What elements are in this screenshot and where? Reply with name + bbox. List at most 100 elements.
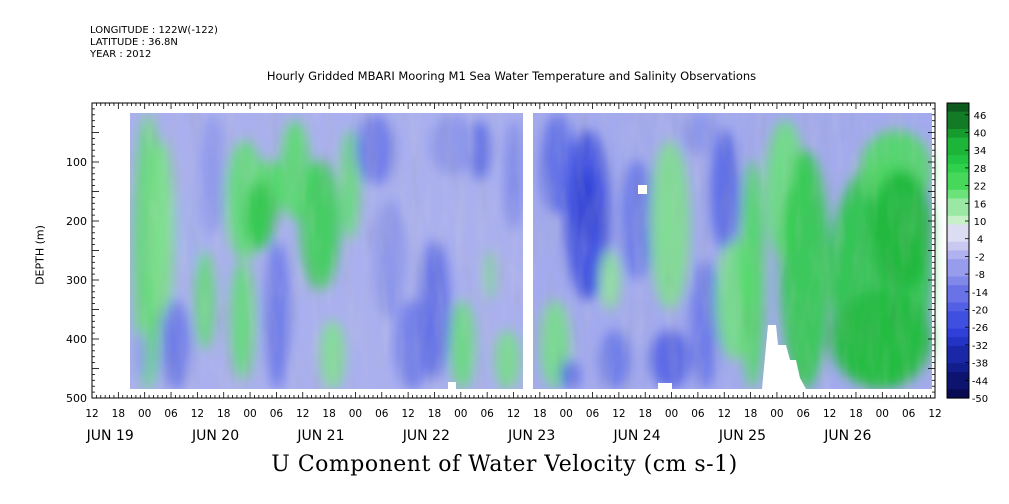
colorbar-label: -26 <box>972 323 988 334</box>
colorbar-label: 46 <box>974 111 987 122</box>
colorbar-label: 4 <box>977 235 983 246</box>
missing-patch <box>448 382 456 389</box>
hour-tick-label: 06 <box>164 408 178 420</box>
colorbar-label: -2 <box>975 252 985 263</box>
y-tick-label: 300 <box>66 274 87 287</box>
missing-patch <box>638 185 647 194</box>
hour-tick-label: 12 <box>401 408 414 420</box>
colorbar-swatch <box>947 129 969 139</box>
colorbar-swatch <box>947 302 969 312</box>
colorbar-label: -32 <box>972 341 988 352</box>
hour-tick-label: 00 <box>349 408 362 420</box>
colorbar-label: 28 <box>974 164 987 175</box>
hour-tick-label: 18 <box>112 408 125 420</box>
hour-tick-label: 00 <box>770 408 783 420</box>
colorbar-swatch <box>947 241 969 252</box>
colorbar-swatch <box>947 163 969 174</box>
colorbar-swatch <box>947 181 969 191</box>
hour-tick-label: 06 <box>586 408 600 420</box>
year-label: YEAR : 2012 <box>90 49 152 60</box>
colorbar-swatch <box>947 363 969 373</box>
y-tick-label: 400 <box>66 333 87 346</box>
hour-tick-label: 00 <box>454 408 467 420</box>
colorbar-swatch <box>947 215 969 226</box>
colorbar-swatch <box>947 259 969 269</box>
hour-tick-label: 18 <box>217 408 230 420</box>
hour-tick-label: 18 <box>322 408 335 420</box>
colorbar-swatch <box>947 371 969 382</box>
x-axis-label: U Component of Water Velocity (cm s-1) <box>271 452 738 477</box>
colorbar-swatch <box>947 233 969 243</box>
date-label: JUN 24 <box>612 428 660 444</box>
y-tick-label: 500 <box>66 392 87 405</box>
hour-tick-label: 06 <box>691 408 705 420</box>
hour-tick-label: 12 <box>823 408 836 420</box>
hour-tick-label: 06 <box>902 408 916 420</box>
date-label: JUN 21 <box>296 428 344 444</box>
missing-patch <box>762 325 806 389</box>
colorbar-swatch <box>947 354 969 364</box>
hour-tick-label: 18 <box>744 408 757 420</box>
hour-tick-label: 12 <box>85 408 98 420</box>
colorbar-label: 10 <box>974 217 987 228</box>
hour-tick-label: 12 <box>191 408 204 420</box>
date-label: JUN 26 <box>823 428 871 444</box>
colorbar-swatch <box>947 328 969 338</box>
colorbar-swatch <box>947 103 969 113</box>
hour-tick-label: 18 <box>428 408 441 420</box>
colorbar-swatch <box>947 293 969 304</box>
texture-1 <box>130 113 523 389</box>
texture-2 <box>533 113 932 389</box>
date-label: JUN 23 <box>507 428 555 444</box>
hour-tick-label: 12 <box>612 408 625 420</box>
date-label: JUN 25 <box>718 428 766 444</box>
y-tick-label: 100 <box>66 156 87 169</box>
heatmap-field <box>92 101 935 401</box>
date-label: JUN 20 <box>191 428 239 444</box>
hour-tick-label: 06 <box>797 408 811 420</box>
colorbar-label: 16 <box>974 199 987 210</box>
hour-tick-label: 18 <box>639 408 652 420</box>
missing-patch <box>658 383 672 389</box>
colorbar-swatch <box>947 337 969 347</box>
mask-right <box>932 101 935 401</box>
colorbar-swatch <box>947 250 969 260</box>
longitude-label: LONGITUDE : 122W(-122) <box>90 25 218 36</box>
colorbar-swatch <box>947 224 969 234</box>
colorbar-swatch <box>947 198 969 208</box>
colorbar-swatch <box>947 155 969 165</box>
colorbar-label: 34 <box>974 146 987 157</box>
hour-tick-label: 12 <box>718 408 731 420</box>
colorbar-swatch <box>947 267 969 278</box>
hour-tick-label: 12 <box>928 408 941 420</box>
colorbar-swatch <box>947 311 969 321</box>
colorbar-swatch <box>947 345 969 356</box>
hour-tick-label: 18 <box>533 408 546 420</box>
colorbar-swatch <box>947 189 969 200</box>
colorbar-swatch <box>947 276 969 286</box>
hour-tick-label: 00 <box>243 408 256 420</box>
colorbar-label: -38 <box>972 359 988 370</box>
hour-tick-label: 12 <box>296 408 309 420</box>
colorbar-label: -14 <box>972 288 988 299</box>
colorbar-swatch <box>947 389 969 399</box>
chart-title-text: Hourly Gridded MBARI Mooring M1 Sea Wate… <box>266 69 757 83</box>
y-tick-label: 200 <box>66 215 87 228</box>
colorbar-frame <box>946 102 970 399</box>
colorbar-swatch <box>947 319 969 330</box>
colorbar-swatch <box>947 172 969 182</box>
hour-tick-label: 00 <box>138 408 151 420</box>
hour-tick-label: 18 <box>849 408 862 420</box>
colorbar-label: -44 <box>972 376 988 387</box>
hour-tick-label: 06 <box>375 408 389 420</box>
chart-title: Hourly Gridded MBARI Mooring M1 Sea Wate… <box>0 69 1009 83</box>
colorbar-label: 22 <box>974 182 987 193</box>
colorbar-swatch <box>947 207 969 217</box>
mask-left <box>92 101 130 401</box>
date-label: JUN 22 <box>402 428 450 444</box>
colorbar-swatch <box>947 380 969 390</box>
latitude-label: LATITUDE : 36.8N <box>90 37 178 48</box>
colorbar-label: -8 <box>975 270 985 281</box>
hour-tick-label: 00 <box>876 408 889 420</box>
